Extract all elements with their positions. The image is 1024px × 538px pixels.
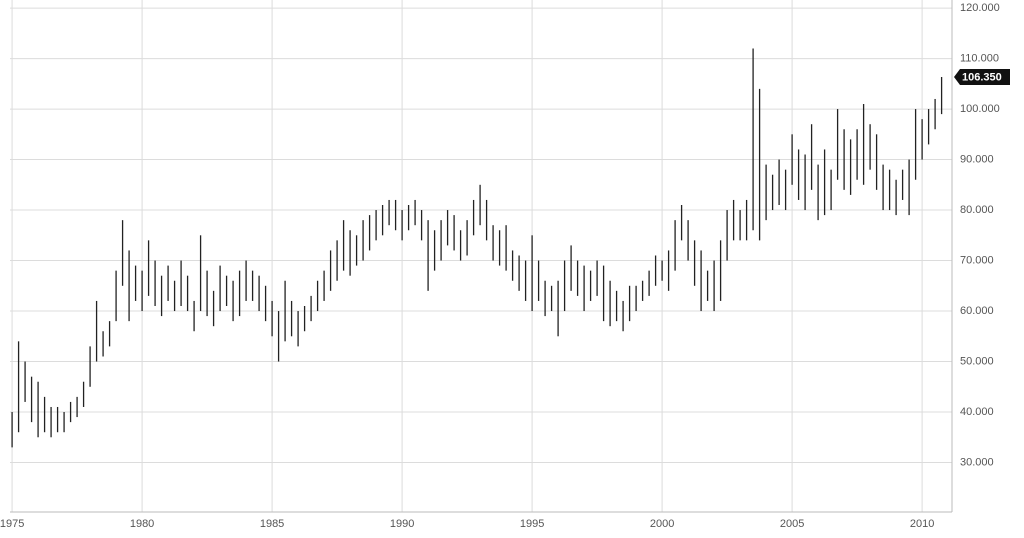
- y-tick-label: 80.000: [960, 204, 994, 216]
- x-tick-label: 2005: [780, 518, 804, 530]
- y-tick-label: 40.000: [960, 406, 994, 418]
- y-tick-label: 100.000: [960, 103, 1000, 115]
- last-value-badge: [954, 69, 1010, 86]
- y-tick-label: 90.000: [960, 153, 994, 165]
- x-tick-label: 1980: [130, 518, 154, 530]
- y-tick-label: 30.000: [960, 456, 994, 468]
- x-tick-label: 2010: [910, 518, 934, 530]
- x-tick-label: 1990: [390, 518, 414, 530]
- y-tick-label: 110.000: [960, 52, 999, 64]
- y-tick-label: 50.000: [960, 355, 994, 367]
- y-tick-label: 120.000: [960, 2, 1000, 14]
- y-tick-label: 60.000: [960, 305, 994, 317]
- x-tick-label: 2000: [650, 518, 674, 530]
- x-tick-label: 1995: [520, 518, 544, 530]
- y-tick-label: 70.000: [960, 254, 994, 266]
- x-tick-label: 1985: [260, 518, 284, 530]
- x-tick-label: 1975: [0, 518, 24, 530]
- last-value-label: 106.350: [962, 71, 1002, 83]
